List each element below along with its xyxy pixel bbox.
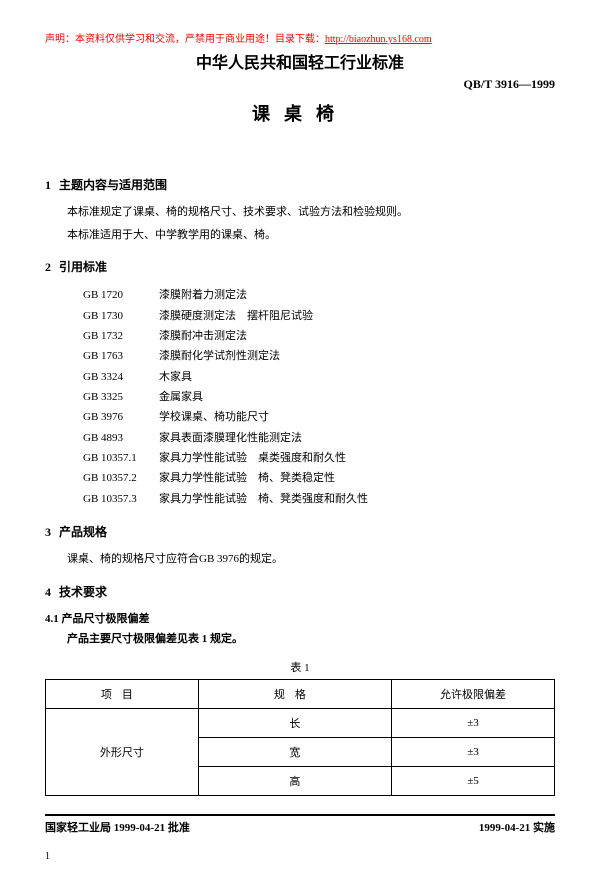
spec-cell: 长 [198,708,391,737]
spec-cell: 高 [198,766,391,795]
section-4-heading: 4 技术要求 [45,583,555,600]
table-col-2: 规格 [198,679,391,708]
list-item: GB 4893家具表面漆膜理化性能测定法 [83,428,555,448]
section-3-number: 3 [45,525,51,539]
tol-cell: ±3 [392,737,555,766]
section-4-1-heading: 4.1 产品尺寸极限偏差 [45,610,555,626]
list-item: GB 10357.1家具力学性能试验 桌类强度和耐久性 [83,448,555,468]
footer-left: 国家轻工业局 1999-04-21 批准 [45,819,190,835]
disclaimer-text: 声明：本资料仅供学习和交流，严禁用于商业用途！目录下载： [45,34,325,45]
section-4-1-number: 4.1 [45,613,59,625]
document-page: 声明：本资料仅供学习和交流，严禁用于商业用途！目录下载：http://biaoz… [0,0,600,882]
footer-bar: 国家轻工业局 1999-04-21 批准 1999-04-21 实施 [45,814,555,835]
section-1-title: 主题内容与适用范围 [59,178,167,192]
document-title: 课桌椅 [45,100,555,126]
list-item: GB 1763漆膜耐化学试剂性测定法 [83,346,555,366]
list-item: GB 10357.2家具力学性能试验 椅、凳类稳定性 [83,468,555,488]
table-col-3: 允许极限偏差 [392,679,555,708]
reference-list: GB 1720漆膜附着力测定法 GB 1730漆膜硬度测定法 摆杆阻尼试验 GB… [83,285,555,509]
list-item: GB 1732漆膜耐冲击测定法 [83,326,555,346]
section-3-heading: 3 产品规格 [45,523,555,540]
list-item: GB 3976学校课桌、椅功能尺寸 [83,407,555,427]
list-item: GB 1730漆膜硬度测定法 摆杆阻尼试验 [83,306,555,326]
table-col-1: 项目 [46,679,199,708]
table-1: 项目 规格 允许极限偏差 外形尺寸 长 ±3 宽 ±3 高 ±5 [45,679,555,796]
footer-right: 1999-04-21 实施 [479,819,555,835]
section-2-heading: 2 引用标准 [45,258,555,275]
table-header-row: 项目 规格 允许极限偏差 [46,679,555,708]
table-1-caption: 表 1 [45,659,555,675]
tol-cell: ±5 [392,766,555,795]
section-4-1-para: 产品主要尺寸极限偏差见表 1 规定。 [67,630,555,649]
list-item: GB 3324木家具 [83,367,555,387]
standard-code: QB/T 3916—1999 [45,77,555,92]
section-2-number: 2 [45,260,51,274]
section-1-number: 1 [45,178,51,192]
main-heading: 中华人民共和国轻工行业标准 [45,49,555,73]
list-item: GB 3325金属家具 [83,387,555,407]
section-4-title: 技术要求 [59,585,107,599]
section-1-para-1: 本标准规定了课桌、椅的规格尺寸、技术要求、试验方法和检验规则。 [67,203,555,222]
section-3-para-1: 课桌、椅的规格尺寸应符合GB 3976的规定。 [67,550,555,569]
list-item: GB 1720漆膜附着力测定法 [83,285,555,305]
table-row: 外形尺寸 长 ±3 [46,708,555,737]
disclaimer-link[interactable]: http://biaozhun.ys168.com [325,34,432,45]
section-4-number: 4 [45,585,51,599]
spec-cell: 宽 [198,737,391,766]
list-item: GB 10357.3家具力学性能试验 椅、凳类强度和耐久性 [83,489,555,509]
section-1-para-2: 本标准适用于大、中学教学用的课桌、椅。 [67,226,555,245]
disclaimer-line: 声明：本资料仅供学习和交流，严禁用于商业用途！目录下载：http://biaoz… [45,30,555,45]
section-4-1-title: 产品尺寸极限偏差 [62,613,150,625]
tol-cell: ±3 [392,708,555,737]
section-3-title: 产品规格 [59,525,107,539]
page-number: 1 [45,851,555,862]
section-2-title: 引用标准 [59,260,107,274]
section-1-heading: 1 主题内容与适用范围 [45,176,555,193]
row-group-label: 外形尺寸 [46,708,199,795]
